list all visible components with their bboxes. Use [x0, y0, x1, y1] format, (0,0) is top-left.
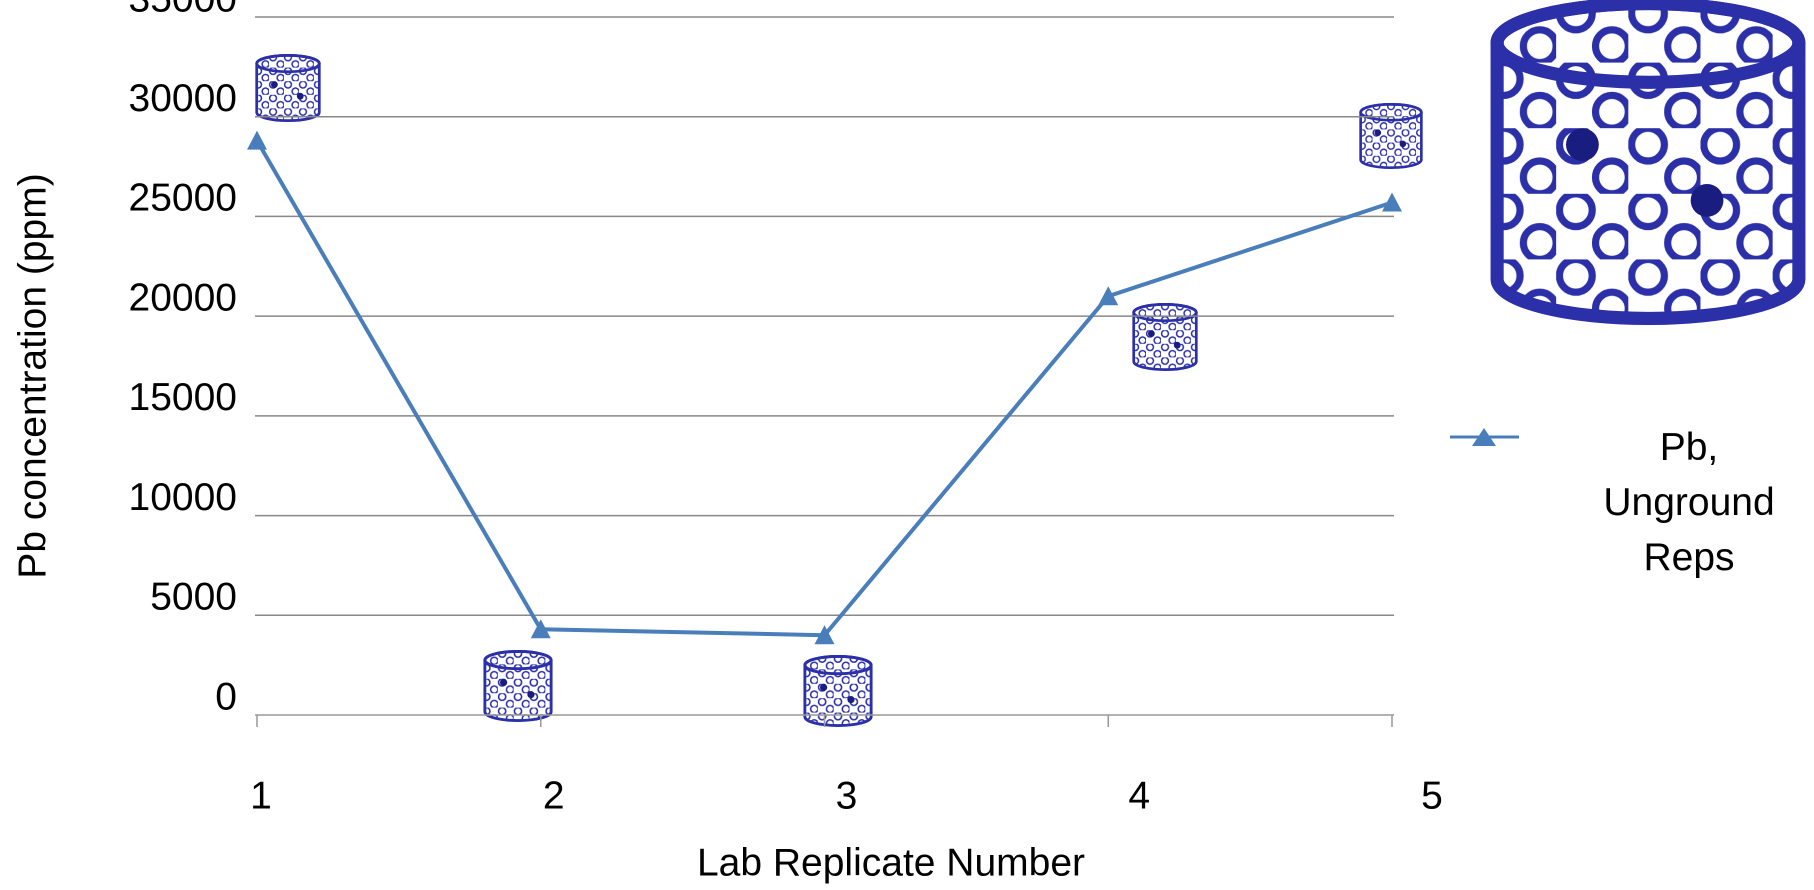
y-axis-title: Pb concentration (ppm) [11, 173, 54, 578]
sample-icon [257, 55, 320, 120]
sample-icon [1361, 104, 1422, 167]
x-axis-title: Lab Replicate Number [697, 841, 1085, 884]
large-sample-icon [1497, 4, 1799, 319]
data-point [247, 131, 267, 150]
y-tick-label: 0 [215, 675, 237, 718]
cylinder-icons [257, 4, 1799, 726]
x-tick-label: 3 [836, 774, 858, 817]
y-tick-label: 15000 [129, 376, 237, 419]
chart: Lab Replicate Number Pb concentration (p… [0, 0, 1814, 890]
sample-icon [1134, 304, 1197, 369]
y-tick-label: 35000 [129, 0, 237, 20]
y-tick-label: 20000 [129, 276, 237, 319]
y-tick-label: 5000 [150, 576, 237, 619]
x-tick-label: 2 [543, 774, 565, 817]
y-tick-label: 10000 [129, 476, 237, 519]
sample-icon [485, 651, 551, 720]
data-point [1382, 192, 1402, 211]
legend-label: Pb, Unground Reps [1574, 420, 1804, 585]
data-line [257, 141, 1392, 636]
x-tick-label: 4 [1128, 774, 1150, 817]
x-tick-label: 5 [1421, 774, 1443, 817]
y-tick-label: 25000 [129, 177, 237, 220]
x-tick-label: 1 [250, 774, 272, 817]
page: Lab Replicate Number Pb concentration (p… [0, 0, 1814, 890]
y-tick-label: 30000 [129, 77, 237, 120]
